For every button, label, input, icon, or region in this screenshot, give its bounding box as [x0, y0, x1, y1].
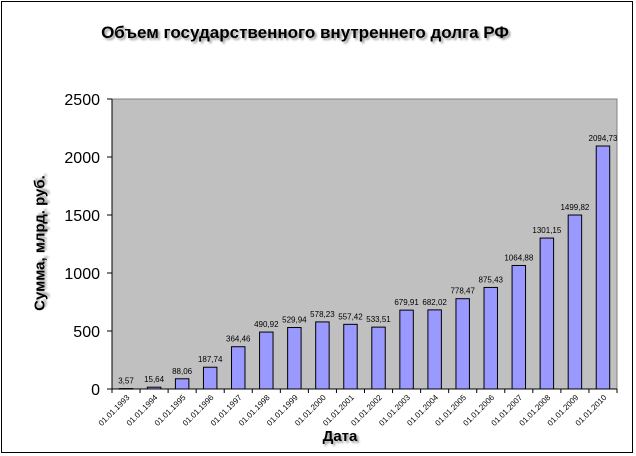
bar-value-label: 490,92: [254, 320, 279, 329]
bar: [567, 214, 583, 390]
bar: [427, 309, 442, 390]
bar: [539, 237, 555, 390]
y-axis: 0 500 1000 1500 2000 2500: [64, 92, 113, 399]
y-tick-label: 1500: [64, 208, 100, 225]
bar: [202, 366, 218, 390]
bar-value-label: 3,57: [118, 377, 134, 386]
bar-value-label: 187,74: [198, 355, 223, 364]
bar-value-label: 529,94: [282, 316, 307, 325]
bar-value-label: 557,42: [338, 312, 363, 321]
x-axis-label: Дата: [322, 428, 358, 445]
y-tick-label: 1000: [64, 266, 100, 283]
bar: [315, 321, 330, 390]
y-tick-label: 2500: [64, 92, 100, 109]
chart-title: Объем государственного внутреннего долга…: [101, 23, 509, 42]
plot-area: [111, 98, 618, 390]
bar-value-label: 1064,88: [504, 253, 533, 262]
bar-value-label: 778,47: [450, 287, 475, 296]
bar: [343, 323, 358, 390]
bar: [231, 346, 246, 390]
x-axis: 01.01.199301.01.199401.01.199501.01.1996…: [97, 388, 618, 428]
bar-value-label: 1499,82: [560, 203, 589, 212]
bar-value-label: 679,91: [394, 298, 419, 307]
bar-value-label: 875,43: [479, 275, 504, 284]
bar-value-label: 578,23: [310, 310, 335, 319]
y-tick-label: 0: [91, 382, 100, 399]
bar-value-label: 682,02: [422, 298, 447, 307]
bar: [595, 145, 611, 390]
bar-value-label: 2094,73: [589, 134, 618, 143]
bar: [174, 378, 190, 390]
x-tick-label: 01.01.2010: [574, 393, 609, 428]
bar-value-label: 533,51: [366, 315, 391, 324]
bar: [287, 327, 302, 390]
bar-value-label: 88,06: [172, 367, 193, 376]
bar: [511, 264, 527, 390]
bar: [399, 309, 414, 390]
bar: [455, 298, 470, 390]
bars: [118, 145, 611, 390]
y-axis-label: Сумма, млрд. руб.: [31, 175, 49, 311]
y-tick-label: 500: [73, 324, 100, 341]
bar: [483, 286, 498, 390]
bar: [259, 331, 274, 390]
bar-value-label: 364,46: [226, 335, 251, 344]
y-tick-label: 2000: [64, 150, 100, 167]
value-labels: 3,57 15,64 88,06 187,74 364,46490,92529,9457…: [118, 134, 618, 386]
bar-value-label: 15,64: [144, 375, 165, 384]
bar: [371, 326, 386, 390]
bar-value-label: 1301,15: [532, 226, 561, 235]
